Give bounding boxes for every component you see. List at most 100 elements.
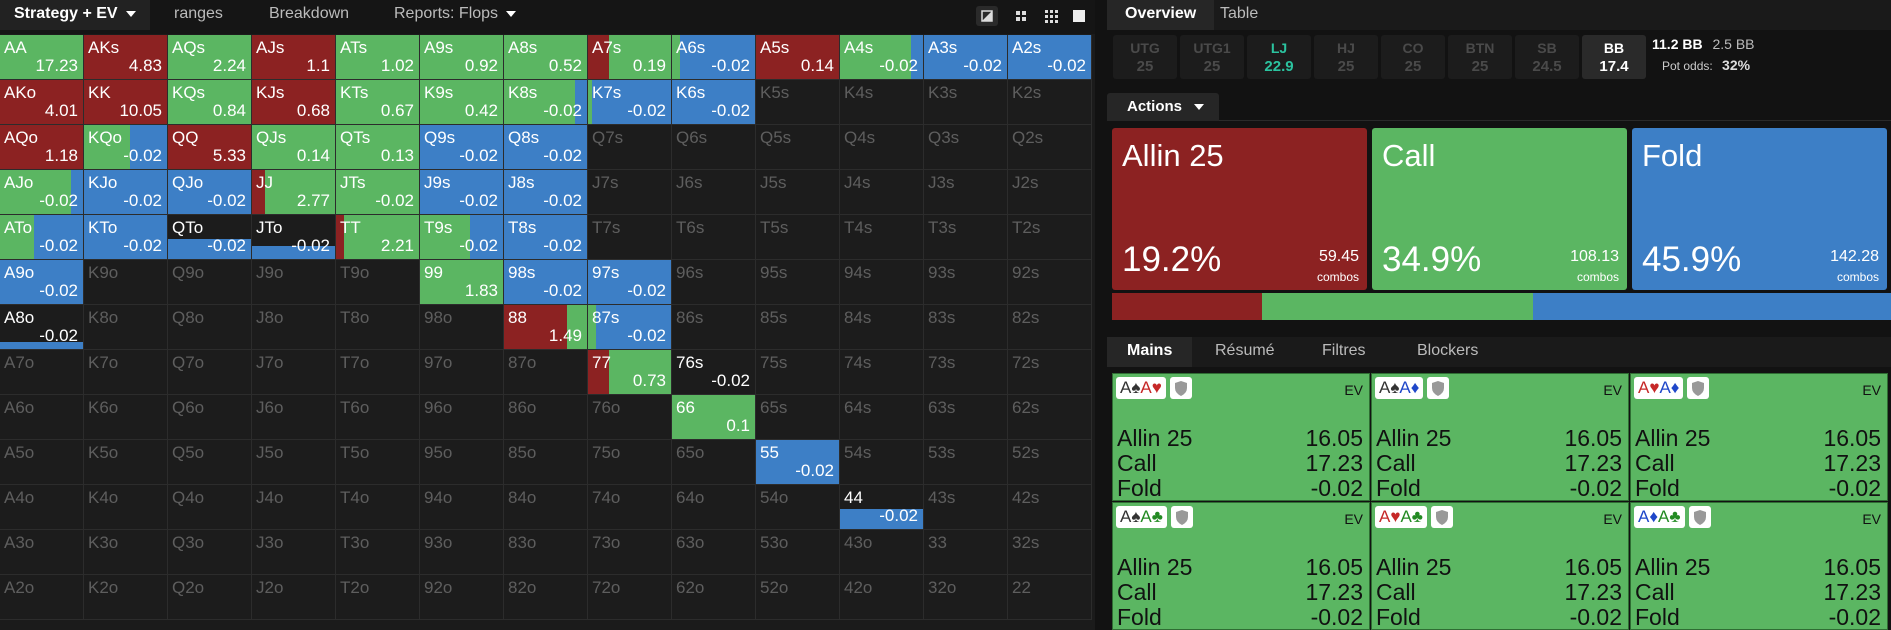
action-box[interactable]: Call 34.9% 108.13 combos xyxy=(1372,128,1627,290)
hand-cell[interactable]: K5o xyxy=(84,440,168,485)
hand-cell[interactable]: 87s -0.02 xyxy=(588,305,672,350)
hand-cell[interactable]: 95o xyxy=(420,440,504,485)
hand-cell[interactable]: K9s 0.42 xyxy=(420,80,504,125)
hand-tab[interactable]: Résumé xyxy=(1195,337,1295,367)
hand-cell[interactable]: K8s -0.02 xyxy=(504,80,588,125)
hand-cell[interactable]: T3s xyxy=(924,215,1008,260)
hand-cell[interactable]: 43o xyxy=(840,530,924,575)
hand-cell[interactable]: K7s -0.02 xyxy=(588,80,672,125)
hand-cell[interactable]: KTo -0.02 xyxy=(84,215,168,260)
action-box[interactable]: Allin 25 19.2% 59.45 combos xyxy=(1112,128,1367,290)
hand-cell[interactable]: 72s xyxy=(1008,350,1092,395)
hand-cell[interactable]: Q2o xyxy=(168,575,252,620)
hand-cell[interactable]: K3s xyxy=(924,80,1008,125)
hand-cell[interactable]: J4o xyxy=(252,485,336,530)
hand-cell[interactable]: 53o xyxy=(756,530,840,575)
hand-cell[interactable]: A3s -0.02 xyxy=(924,35,1008,80)
hand-combo[interactable]: A♥A♣ EV Allin 25 16.05 Call 17.23 Fold -0.02 xyxy=(1371,502,1629,630)
hand-cell[interactable]: KQo -0.02 xyxy=(84,125,168,170)
hand-cell[interactable]: J6o xyxy=(252,395,336,440)
hand-cell[interactable]: Q6s xyxy=(672,125,756,170)
hand-cell[interactable]: A6s -0.02 xyxy=(672,35,756,80)
hand-cell[interactable]: Q6o xyxy=(168,395,252,440)
left-tab[interactable]: ranges xyxy=(160,0,237,30)
hand-cell[interactable]: T5o xyxy=(336,440,420,485)
hand-cell[interactable]: Q5o xyxy=(168,440,252,485)
hand-cell[interactable]: A7o xyxy=(0,350,84,395)
hand-cell[interactable]: AA 17.23 xyxy=(0,35,84,80)
hand-cell[interactable]: Q2s xyxy=(1008,125,1092,170)
hand-cell[interactable]: A5s 0.14 xyxy=(756,35,840,80)
hand-cell[interactable]: 63o xyxy=(672,530,756,575)
hand-cell[interactable]: J8o xyxy=(252,305,336,350)
hand-cell[interactable]: 73o xyxy=(588,530,672,575)
left-tab[interactable]: Breakdown xyxy=(255,0,363,30)
hand-cell[interactable]: 98s -0.02 xyxy=(504,260,588,305)
hand-cell[interactable]: A2s -0.02 xyxy=(1008,35,1092,80)
hand-cell[interactable]: J3s xyxy=(924,170,1008,215)
hand-cell[interactable]: T4o xyxy=(336,485,420,530)
hand-cell[interactable]: 86s xyxy=(672,305,756,350)
hand-cell[interactable]: QJs 0.14 xyxy=(252,125,336,170)
hand-cell[interactable]: KJo -0.02 xyxy=(84,170,168,215)
right-tab[interactable]: Table xyxy=(1202,0,1276,30)
hand-cell[interactable]: 82o xyxy=(504,575,588,620)
right-tab[interactable]: Overview xyxy=(1107,0,1215,30)
hand-cell[interactable]: 65s xyxy=(756,395,840,440)
hand-tab[interactable]: Mains xyxy=(1107,337,1193,367)
hand-cell[interactable]: A8s 0.52 xyxy=(504,35,588,80)
hand-cell[interactable]: Q8s -0.02 xyxy=(504,125,588,170)
position-box[interactable]: UTG1 25 xyxy=(1180,35,1244,79)
position-box[interactable]: BB 17.4 xyxy=(1582,35,1646,79)
hand-cell[interactable]: 62o xyxy=(672,575,756,620)
hand-cell[interactable]: 77 0.73 xyxy=(588,350,672,395)
hand-cell[interactable]: A2o xyxy=(0,575,84,620)
hand-cell[interactable]: K6o xyxy=(84,395,168,440)
hand-cell[interactable]: 74o xyxy=(588,485,672,530)
hand-cell[interactable]: K4s xyxy=(840,80,924,125)
hand-cell[interactable]: T5s xyxy=(756,215,840,260)
hand-cell[interactable]: 72o xyxy=(588,575,672,620)
actions-menu[interactable]: Actions xyxy=(1107,93,1219,121)
hand-cell[interactable]: J5o xyxy=(252,440,336,485)
hand-cell[interactable]: 83o xyxy=(504,530,588,575)
icon-full[interactable] xyxy=(1068,6,1090,26)
hand-cell[interactable]: 94s xyxy=(840,260,924,305)
hand-cell[interactable]: K8o xyxy=(84,305,168,350)
hand-cell[interactable]: 96o xyxy=(420,395,504,440)
hand-cell[interactable]: 82s xyxy=(1008,305,1092,350)
hand-cell[interactable]: 94o xyxy=(420,485,504,530)
hand-cell[interactable]: 32o xyxy=(924,575,1008,620)
hand-tab[interactable]: Filtres xyxy=(1302,337,1386,367)
hand-cell[interactable]: 33 xyxy=(924,530,1008,575)
position-box[interactable]: BTN 25 xyxy=(1448,35,1512,79)
hand-cell[interactable]: 98o xyxy=(420,305,504,350)
shield-icon[interactable] xyxy=(1431,506,1453,528)
hand-cell[interactable]: Q7s xyxy=(588,125,672,170)
hand-cell[interactable]: 54s xyxy=(840,440,924,485)
hand-cell[interactable]: T6s xyxy=(672,215,756,260)
left-tab[interactable]: Reports: Flops xyxy=(380,0,530,30)
hand-cell[interactable]: A9s 0.92 xyxy=(420,35,504,80)
hand-cell[interactable]: 64s xyxy=(840,395,924,440)
hand-cell[interactable]: 84o xyxy=(504,485,588,530)
hand-cell[interactable]: 92o xyxy=(420,575,504,620)
hand-cell[interactable]: 93o xyxy=(420,530,504,575)
hand-cell[interactable]: T2o xyxy=(336,575,420,620)
hand-cell[interactable]: 73s xyxy=(924,350,1008,395)
hand-cell[interactable]: A9o -0.02 xyxy=(0,260,84,305)
hand-combo[interactable]: A♠A♣ EV Allin 25 16.05 Call 17.23 Fold -0.02 xyxy=(1112,502,1370,630)
hand-cell[interactable]: 84s xyxy=(840,305,924,350)
hand-cell[interactable]: Q3s xyxy=(924,125,1008,170)
hand-cell[interactable]: K4o xyxy=(84,485,168,530)
hand-cell[interactable]: 76s -0.02 xyxy=(672,350,756,395)
hand-cell[interactable]: KK 10.05 xyxy=(84,80,168,125)
hand-cell[interactable]: Q4o xyxy=(168,485,252,530)
hand-cell[interactable]: AKo 4.01 xyxy=(0,80,84,125)
hand-cell[interactable]: 42s xyxy=(1008,485,1092,530)
left-tab[interactable]: Strategy + EV xyxy=(0,0,150,30)
hand-cell[interactable]: J4s xyxy=(840,170,924,215)
hand-cell[interactable]: 75s xyxy=(756,350,840,395)
hand-cell[interactable]: T4s xyxy=(840,215,924,260)
hand-cell[interactable]: 96s xyxy=(672,260,756,305)
